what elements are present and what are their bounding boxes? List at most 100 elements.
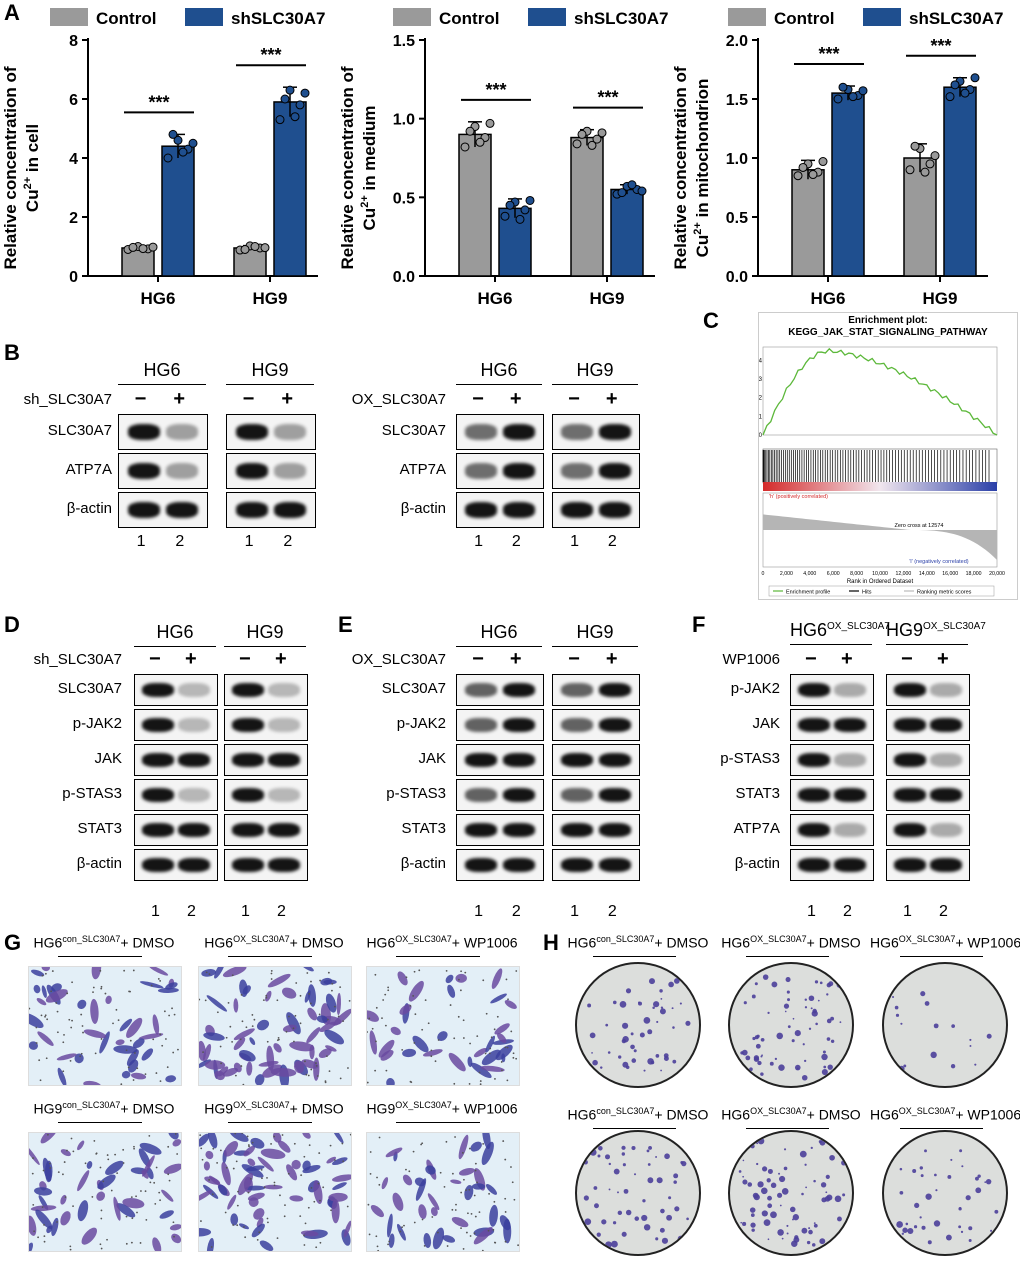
pore-dot	[460, 1191, 463, 1194]
significance-marker: ***	[930, 36, 951, 56]
blot-box	[456, 414, 544, 450]
pore-dot	[318, 1152, 321, 1154]
pore-dot	[208, 973, 211, 976]
pore-dot	[63, 1033, 65, 1036]
cell-cluster	[464, 1185, 474, 1201]
colony	[822, 1050, 826, 1054]
transwell-caption: HG9OX_SLC30A7+ DMSO	[204, 1100, 344, 1117]
colony	[622, 1163, 626, 1167]
blot-band	[834, 718, 867, 732]
x-tick-label: HG9	[590, 289, 625, 308]
lane-number: 1	[240, 903, 250, 920]
cell-cluster	[217, 1066, 229, 1077]
colony	[814, 980, 819, 984]
colony	[836, 982, 843, 988]
colony	[647, 1177, 654, 1184]
pore-dot	[292, 1027, 295, 1030]
pore-dot	[249, 1177, 252, 1180]
pore-dot	[79, 1055, 82, 1058]
colony	[618, 1055, 622, 1059]
pore-dot	[115, 1008, 118, 1011]
cell-cluster	[286, 1164, 298, 1181]
pore-dot	[473, 1232, 476, 1235]
colony	[604, 1154, 611, 1160]
colony	[821, 1068, 828, 1076]
colony	[902, 1227, 908, 1233]
legend-swatch-treat	[863, 8, 901, 26]
legend-label-treat: shSLC30A7	[574, 9, 668, 28]
pore-dot	[479, 1080, 482, 1082]
cell-cluster	[172, 1139, 181, 1147]
data-point	[930, 151, 940, 161]
colony	[815, 1022, 818, 1026]
cell-cluster	[326, 1156, 337, 1164]
cell-cluster	[324, 1029, 345, 1045]
pore-dot	[70, 1137, 73, 1140]
colony	[668, 981, 674, 988]
blot-band	[166, 463, 199, 479]
colony	[821, 1197, 827, 1203]
cell-cluster	[328, 1192, 348, 1202]
colony	[608, 1188, 611, 1191]
significance-marker: ***	[260, 45, 281, 65]
pore-dot	[281, 1134, 284, 1136]
colony	[766, 1178, 771, 1183]
pore-dot	[100, 1038, 103, 1040]
pore-dot	[131, 1217, 134, 1220]
pore-dot	[367, 1081, 369, 1084]
cell-cluster	[333, 1008, 351, 1026]
colony	[951, 1024, 955, 1028]
pore-dot	[62, 1173, 64, 1176]
pore-dot	[80, 1013, 83, 1016]
pore-dot	[224, 1211, 227, 1214]
colony	[770, 1211, 777, 1219]
colony	[808, 995, 815, 1002]
cell-cluster	[168, 1133, 179, 1140]
caption-underline	[58, 1122, 142, 1123]
pore-dot	[492, 1228, 495, 1231]
pore-dot	[376, 1176, 378, 1179]
lane-number: 2	[277, 903, 286, 920]
blot-band	[561, 424, 594, 440]
cell-cluster	[260, 1148, 286, 1160]
pore-dot	[474, 1162, 477, 1165]
colony	[793, 1236, 800, 1243]
blot-band	[561, 683, 594, 697]
pore-dot	[299, 1022, 302, 1025]
pore-dot	[253, 1018, 256, 1021]
cell-cluster	[343, 1220, 351, 1238]
pore-dot	[40, 1014, 43, 1017]
pore-dot	[430, 1055, 433, 1058]
blot-box	[886, 849, 970, 881]
cell-cluster	[152, 1237, 162, 1251]
pore-dot	[405, 1168, 407, 1171]
pore-dot	[172, 1051, 175, 1054]
pore-dot	[81, 1025, 84, 1027]
pore-dot	[130, 1196, 133, 1199]
cell-cluster	[199, 1133, 210, 1147]
colony	[621, 1145, 626, 1150]
pore-dot	[265, 994, 268, 997]
blot-band	[598, 858, 631, 872]
transwell-image	[366, 966, 520, 1086]
colony	[607, 1051, 611, 1054]
blot-box	[790, 674, 874, 706]
pore-dot	[51, 970, 54, 972]
pore-dot	[308, 1144, 311, 1147]
pore-dot	[237, 1190, 239, 1193]
blot-band	[465, 718, 498, 732]
colony	[767, 1238, 770, 1241]
blot-band	[598, 753, 631, 767]
y-tick-label: 8	[69, 33, 78, 50]
cell-cluster	[214, 967, 225, 979]
cell-cluster	[481, 1049, 501, 1066]
cell-cluster	[233, 1037, 246, 1051]
data-point	[910, 141, 920, 151]
minus-sign: −	[568, 648, 580, 670]
cell-cluster	[414, 1177, 426, 1187]
panel-label-h: H	[543, 930, 559, 955]
pore-dot	[173, 1013, 176, 1016]
colony-dish	[728, 962, 854, 1088]
pore-dot	[42, 1169, 45, 1172]
pore-dot	[308, 992, 311, 995]
